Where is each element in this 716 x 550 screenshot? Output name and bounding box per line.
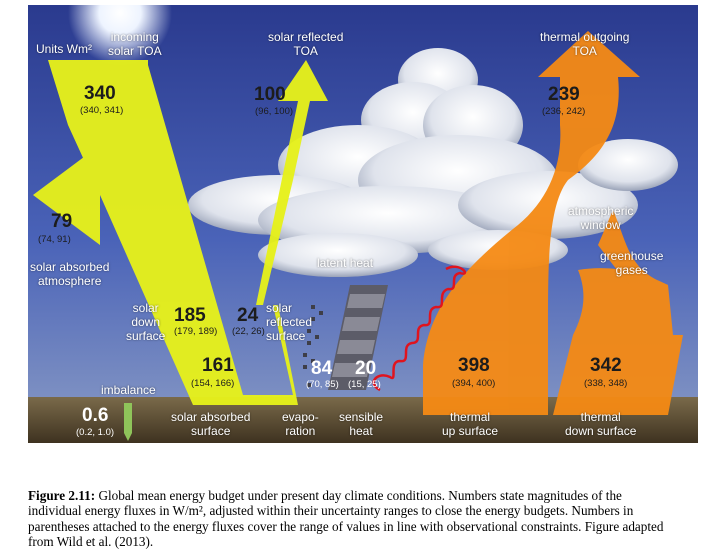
- thermal-up-surface-label: thermal up surface: [442, 410, 499, 438]
- energy-budget-diagram: Units Wm² incoming solar TOA 340 (340, 3…: [28, 5, 698, 443]
- solar-reflected-toa-label: solar reflected TOA: [268, 30, 344, 58]
- solar-reflected-surface-range: (22, 26): [232, 326, 265, 337]
- solar-absorbed-atmosphere-range: (74, 91): [38, 234, 71, 245]
- solar-flows: [33, 60, 328, 405]
- sensible-heat-spiral: [372, 265, 467, 392]
- units-label: Units Wm²: [36, 42, 92, 56]
- evaporation-label: evapo- ration: [282, 410, 319, 438]
- thermal-flows: [423, 31, 683, 415]
- imbalance-label: imbalance: [101, 383, 156, 397]
- incoming-solar-arrow: [33, 60, 328, 405]
- solar-absorbed-atmosphere-label: solar absorbed atmosphere: [30, 260, 110, 288]
- atmospheric-window-label: atmospheric window: [568, 204, 634, 232]
- solar-absorbed-surface-range: (154, 166): [191, 378, 235, 389]
- diagram-artwork: [28, 5, 698, 443]
- figure-caption: Figure 2.11: Global mean energy budget u…: [28, 488, 678, 550]
- caption-text: Global mean energy budget under present …: [28, 488, 664, 550]
- sensible-heat-value: 20: [355, 358, 377, 379]
- latent-heat-label: latent heat: [317, 256, 374, 270]
- sensible-heat-label: sensible heat: [339, 410, 384, 438]
- thermal-down-surface-range: (338, 348): [584, 378, 628, 389]
- evaporation-value: 84: [311, 358, 333, 379]
- incoming-solar-label: incoming solar TOA: [108, 30, 162, 58]
- thermal-up-surface-value: 398: [458, 355, 490, 376]
- greenhouse-gases-label: greenhouse gases: [600, 249, 664, 277]
- solar-reflected-toa-range: (96, 100): [255, 106, 294, 117]
- sun: [68, 5, 172, 65]
- solar-absorbed-surface-label: solar absorbed surface: [171, 410, 251, 438]
- thermal-outgoing-toa-arrow: [423, 31, 640, 415]
- incoming-solar-value: 340: [84, 83, 116, 104]
- solar-down-surface-label: solar down surface: [126, 301, 166, 343]
- thermal-up-surface-range: (394, 400): [452, 378, 496, 389]
- solar-down-surface-value: 185: [174, 305, 206, 326]
- evaporation-range: (70, 85): [306, 379, 339, 390]
- incoming-solar-range: (340, 341): [80, 105, 124, 116]
- solar-reflected-toa-value: 100: [254, 84, 286, 105]
- thermal-down-surface-arrow: [553, 268, 683, 415]
- thermal-outgoing-toa-label: thermal outgoing TOA: [540, 30, 630, 58]
- solar-reflected-surface-value: 24: [237, 305, 259, 326]
- thermal-outgoing-toa-value: 239: [548, 84, 580, 105]
- thermal-down-surface-value: 342: [590, 355, 622, 376]
- sensible-heat-range: (15, 25): [348, 379, 381, 390]
- thermal-down-surface-label: thermal down surface: [565, 410, 637, 438]
- imbalance-arrow: [124, 403, 132, 441]
- thermal-downward-branch: [598, 210, 668, 305]
- figure-number: Figure 2.11:: [28, 488, 96, 503]
- thermal-outgoing-toa-range: (236, 242): [542, 106, 586, 117]
- solar-reflected-surface-label: solar reflected surface: [266, 301, 313, 343]
- latent-heat-bars: [303, 285, 388, 390]
- solar-absorbed-surface-value: 161: [202, 355, 234, 376]
- solar-down-surface-range: (179, 189): [174, 326, 218, 337]
- imbalance-value: 0.6: [82, 405, 109, 426]
- solar-absorbed-atmosphere-value: 79: [51, 211, 73, 232]
- imbalance-range: (0.2, 1.0): [76, 427, 115, 438]
